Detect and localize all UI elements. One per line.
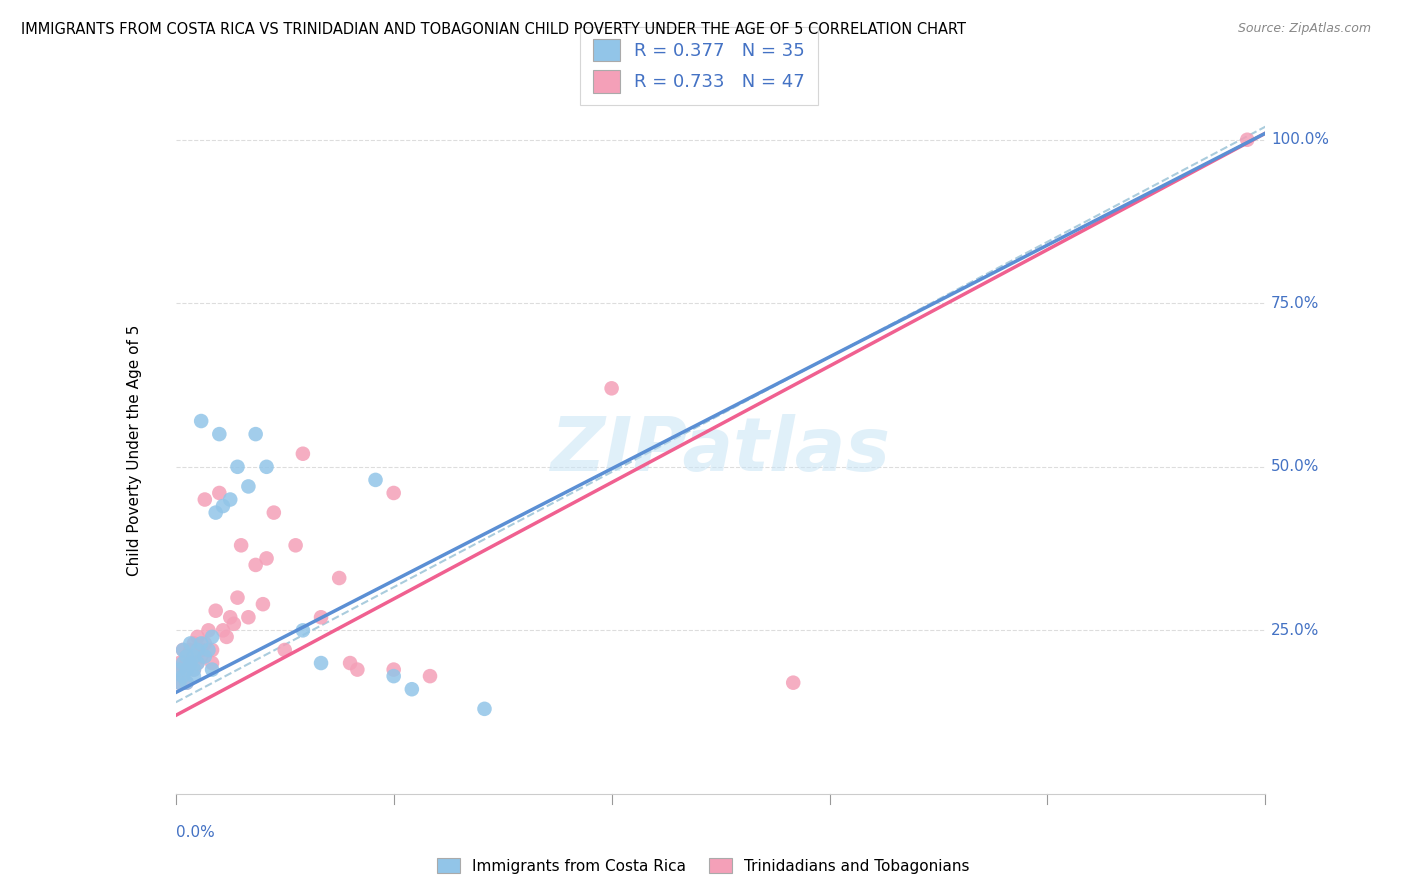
Point xyxy=(238,610,260,624)
Point xyxy=(208,486,231,500)
Point xyxy=(179,643,201,657)
Point xyxy=(194,649,217,664)
Text: 25.0%: 25.0% xyxy=(1271,623,1319,638)
Point xyxy=(204,604,226,618)
Point xyxy=(309,610,332,624)
Point xyxy=(169,675,191,690)
Point xyxy=(172,656,194,670)
Point xyxy=(252,597,274,611)
Point xyxy=(208,427,231,442)
Point xyxy=(172,643,194,657)
Text: Child Poverty Under the Age of 5: Child Poverty Under the Age of 5 xyxy=(127,325,142,576)
Point xyxy=(179,649,201,664)
Point xyxy=(226,591,249,605)
Point xyxy=(176,663,198,677)
Point xyxy=(183,663,205,677)
Legend: R = 0.377   N = 35, R = 0.733   N = 47: R = 0.377 N = 35, R = 0.733 N = 47 xyxy=(581,27,817,105)
Point xyxy=(172,663,194,677)
Point xyxy=(190,643,212,657)
Point xyxy=(339,656,361,670)
Point xyxy=(245,427,267,442)
Point xyxy=(274,643,297,657)
Point xyxy=(215,630,238,644)
Point xyxy=(219,492,242,507)
Point xyxy=(201,656,224,670)
Point xyxy=(172,669,194,683)
Point xyxy=(291,624,314,638)
Point xyxy=(328,571,350,585)
Point xyxy=(186,630,209,644)
Point xyxy=(474,702,496,716)
Text: 0.0%: 0.0% xyxy=(176,825,215,839)
Point xyxy=(212,624,235,638)
Point xyxy=(222,616,245,631)
Point xyxy=(309,656,332,670)
Point xyxy=(179,636,201,650)
Point xyxy=(226,459,249,474)
Point xyxy=(183,669,205,683)
Point xyxy=(183,649,205,664)
Point xyxy=(346,663,368,677)
Point xyxy=(179,656,201,670)
Text: 50.0%: 50.0% xyxy=(1271,459,1319,475)
Point xyxy=(201,663,224,677)
Point xyxy=(231,538,253,552)
Text: ZIPatlas: ZIPatlas xyxy=(551,414,890,487)
Point xyxy=(186,656,209,670)
Point xyxy=(204,506,226,520)
Point xyxy=(256,551,278,566)
Point xyxy=(186,643,209,657)
Legend: Immigrants from Costa Rica, Trinidadians and Tobagonians: Immigrants from Costa Rica, Trinidadians… xyxy=(430,852,976,880)
Point xyxy=(169,656,191,670)
Point xyxy=(176,649,198,664)
Text: IMMIGRANTS FROM COSTA RICA VS TRINIDADIAN AND TOBAGONIAN CHILD POVERTY UNDER THE: IMMIGRANTS FROM COSTA RICA VS TRINIDADIA… xyxy=(21,22,966,37)
Point xyxy=(219,610,242,624)
Point xyxy=(176,656,198,670)
Point xyxy=(176,649,198,664)
Point xyxy=(201,643,224,657)
Point xyxy=(190,636,212,650)
Text: 100.0%: 100.0% xyxy=(1271,132,1329,147)
Point xyxy=(169,675,191,690)
Point xyxy=(364,473,387,487)
Point xyxy=(201,630,224,644)
Point xyxy=(190,649,212,664)
Point xyxy=(212,499,235,513)
Point xyxy=(176,675,198,690)
Point xyxy=(197,624,219,638)
Point xyxy=(169,663,191,677)
Text: Source: ZipAtlas.com: Source: ZipAtlas.com xyxy=(1237,22,1371,36)
Point xyxy=(291,447,314,461)
Point xyxy=(401,682,423,697)
Point xyxy=(245,558,267,572)
Point xyxy=(382,669,405,683)
Point xyxy=(186,656,209,670)
Point xyxy=(1236,133,1258,147)
Point xyxy=(176,675,198,690)
Point xyxy=(183,663,205,677)
Point xyxy=(382,663,405,677)
Point xyxy=(600,381,623,395)
Point xyxy=(183,636,205,650)
Point xyxy=(382,486,405,500)
Point xyxy=(256,459,278,474)
Point xyxy=(782,675,804,690)
Point xyxy=(197,643,219,657)
Point xyxy=(194,492,217,507)
Point xyxy=(263,506,285,520)
Point xyxy=(419,669,441,683)
Point xyxy=(172,669,194,683)
Point xyxy=(194,636,217,650)
Point xyxy=(238,479,260,493)
Point xyxy=(172,643,194,657)
Text: 75.0%: 75.0% xyxy=(1271,296,1319,310)
Point xyxy=(284,538,307,552)
Point xyxy=(190,414,212,428)
